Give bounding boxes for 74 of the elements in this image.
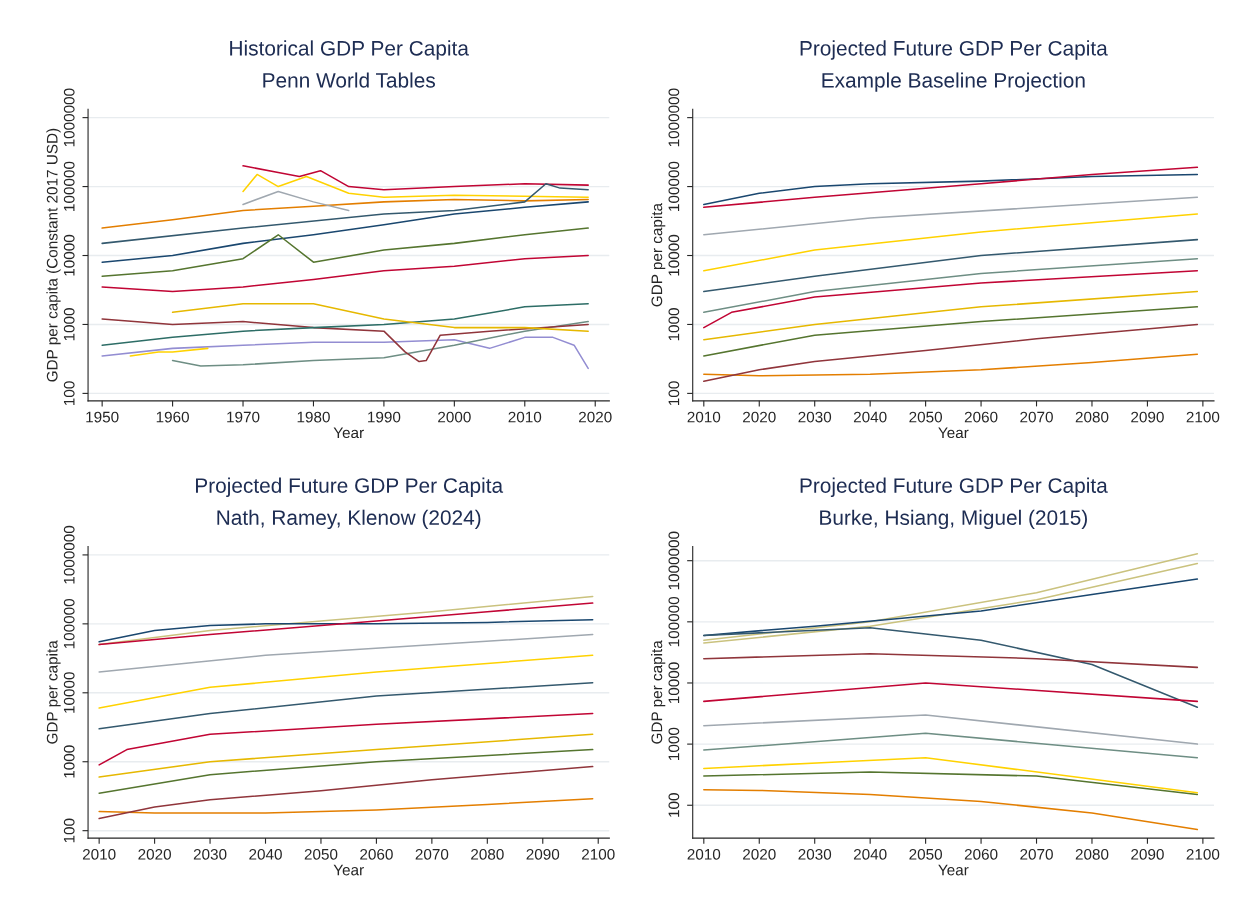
x-tick-label: 2090 (1131, 411, 1164, 423)
y-tick-label: 1000000 (668, 88, 680, 147)
x-axis-title: Year (333, 427, 364, 439)
x-tick-label: 2050 (909, 411, 943, 423)
chart-title: Projected Future GDP Per Capita (800, 477, 1108, 498)
x-tick-label: 2080 (1075, 411, 1109, 423)
x-axis-title: Year (333, 864, 364, 876)
y-axis-title: GDP per capita (651, 640, 666, 744)
x-tick-label: 2060 (964, 411, 998, 423)
chart-subtitle: Example Baseline Projection (822, 72, 1085, 92)
x-tick-label: 2100 (1186, 411, 1220, 423)
chart-subtitle: Penn World Tables (263, 72, 435, 88)
x-tick-label: 2010 (687, 411, 721, 423)
y-tick-label: 1000 (63, 745, 75, 778)
x-tick-label: 2060 (964, 848, 998, 860)
x-tick-label: 2030 (798, 848, 832, 860)
x-tick-label: 2030 (798, 411, 832, 423)
y-tick-label: 1000000 (668, 531, 680, 590)
x-tick-label: 1990 (368, 411, 401, 423)
x-tick-label: 2040 (853, 848, 887, 860)
x-tick-label: 2040 (853, 411, 887, 423)
x-tick-label: 2090 (526, 848, 560, 860)
x-tick-label: 2050 (909, 848, 943, 860)
chart-title: Projected Future GDP Per Capita (196, 477, 504, 498)
x-tick-label: 2010 (508, 411, 542, 423)
y-tick-label: 10000 (63, 234, 75, 276)
x-tick-label: 2080 (1075, 848, 1109, 860)
y-tick-label: 100000 (63, 161, 75, 211)
x-tick-label: 2020 (579, 411, 612, 423)
y-tick-label: 10000 (668, 662, 680, 704)
x-tick-label: 2060 (360, 848, 393, 860)
y-tick-label: 10000 (668, 234, 680, 276)
y-tick-label: 100 (63, 381, 75, 405)
y-tick-label: 10000 (63, 672, 75, 713)
y-axis-title: GDP per capita (46, 640, 61, 744)
x-tick-label: 2000 (438, 411, 471, 423)
x-tick-label: 2010 (687, 848, 721, 860)
x-tick-label: 2070 (1020, 411, 1053, 423)
y-tick-label: 1000000 (63, 88, 75, 147)
x-tick-label: 2070 (1020, 848, 1053, 860)
x-tick-label: 2040 (249, 848, 282, 860)
x-axis-title: Year (938, 427, 969, 439)
y-tick-label: 100000 (63, 598, 75, 649)
x-tick-label: 1950 (86, 411, 119, 423)
x-tick-label: 1960 (156, 411, 189, 423)
x-tick-label: 2090 (1131, 848, 1164, 860)
y-tick-label: 1000000 (63, 525, 75, 584)
x-tick-label: 2050 (304, 848, 338, 860)
chart-subtitle: Nath, Ramey, Klenow (2024) (217, 509, 481, 530)
chart-title: Historical GDP Per Capita (230, 40, 469, 60)
y-tick-label: 100000 (668, 161, 680, 211)
x-tick-label: 2010 (82, 848, 116, 860)
y-axis-title: GDP per capita (Constant 2017 USD) (46, 128, 61, 382)
y-tick-label: 100 (668, 793, 680, 817)
y-tick-label: 1000 (668, 727, 680, 760)
y-tick-label: 1000 (668, 308, 680, 341)
chart-title: Projected Future GDP Per Capita (800, 40, 1108, 60)
y-tick-label: 100 (668, 381, 680, 405)
x-tick-label: 2020 (743, 848, 776, 860)
y-tick-label: 1000 (63, 308, 75, 341)
y-tick-label: 100000 (668, 596, 680, 647)
x-tick-label: 1980 (297, 411, 330, 423)
x-axis-title: Year (938, 864, 969, 876)
x-tick-label: 2020 (138, 848, 171, 860)
y-axis-title: GDP per capita (651, 202, 666, 307)
y-tick-label: 100 (63, 818, 75, 843)
x-tick-label: 2100 (1186, 848, 1220, 860)
x-tick-label: 2020 (743, 411, 776, 423)
x-tick-label: 2030 (193, 848, 227, 860)
chart-subtitle: Burke, Hsiang, Miguel (2015) (820, 509, 1087, 530)
x-tick-label: 1970 (227, 411, 260, 423)
x-tick-label: 2100 (582, 848, 615, 860)
x-tick-label: 2080 (471, 848, 504, 860)
x-tick-label: 2070 (415, 848, 449, 860)
